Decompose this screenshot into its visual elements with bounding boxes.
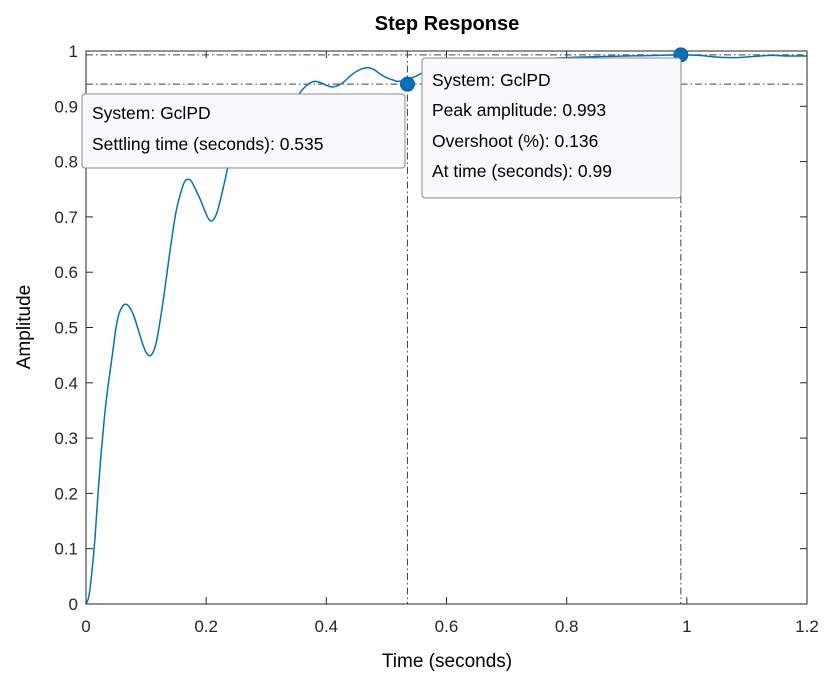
y-tick-label: 0 (69, 595, 78, 614)
x-tick-label: 0.2 (194, 617, 218, 636)
x-tick-label: 0.8 (555, 617, 579, 636)
x-tick-label: 1 (682, 617, 691, 636)
x-axis: 0 0.2 0.4 0.6 0.8 1 1.2 (81, 51, 819, 636)
settling-datatip-box (81, 93, 406, 169)
peak-datatip[interactable]: System: GclPD Peak amplitude: 0.993 Over… (421, 57, 682, 199)
x-tick-label: 0 (81, 617, 90, 636)
y-tick-label: 0.4 (54, 374, 78, 393)
datatip-markers (399, 47, 689, 92)
y-tick-label: 0.6 (54, 263, 78, 282)
peak-datatip-box (421, 57, 682, 199)
y-tick-label: 0.7 (54, 208, 78, 227)
y-axis: 0 0.1 0.2 0.3 0.4 0.5 0.6 0.7 0.8 0.9 1 (54, 42, 807, 614)
x-tick-label: 0.4 (315, 617, 339, 636)
peak-datatip-amplitude: Peak amplitude: 0.993 (432, 100, 606, 120)
peak-datatip-system: System: GclPD (432, 70, 551, 90)
x-tick-label: 0.6 (435, 617, 459, 636)
y-tick-label: 1 (69, 42, 78, 61)
y-tick-label: 0.1 (54, 540, 78, 559)
settling-datatip-time: Settling time (seconds): 0.535 (92, 134, 324, 154)
y-tick-label: 0.3 (54, 429, 78, 448)
x-axis-title: Time (seconds) (382, 651, 512, 672)
settling-datatip[interactable]: System: GclPD Settling time (seconds): 0… (81, 93, 406, 169)
y-tick-label: 0.9 (54, 97, 78, 116)
x-tick-label: 1.2 (795, 617, 819, 636)
settling-datatip-system: System: GclPD (92, 103, 211, 123)
y-tick-label: 0.8 (54, 153, 78, 172)
settling-point-marker[interactable] (399, 76, 415, 92)
y-tick-label: 0.2 (54, 484, 78, 503)
y-axis-title: Amplitude (14, 285, 35, 370)
peak-datatip-overshoot: Overshoot (%): 0.136 (432, 131, 598, 151)
peak-datatip-time: At time (seconds): 0.99 (432, 161, 612, 181)
y-tick-label: 0.5 (54, 319, 78, 338)
chart-title: Step Response (375, 13, 519, 35)
